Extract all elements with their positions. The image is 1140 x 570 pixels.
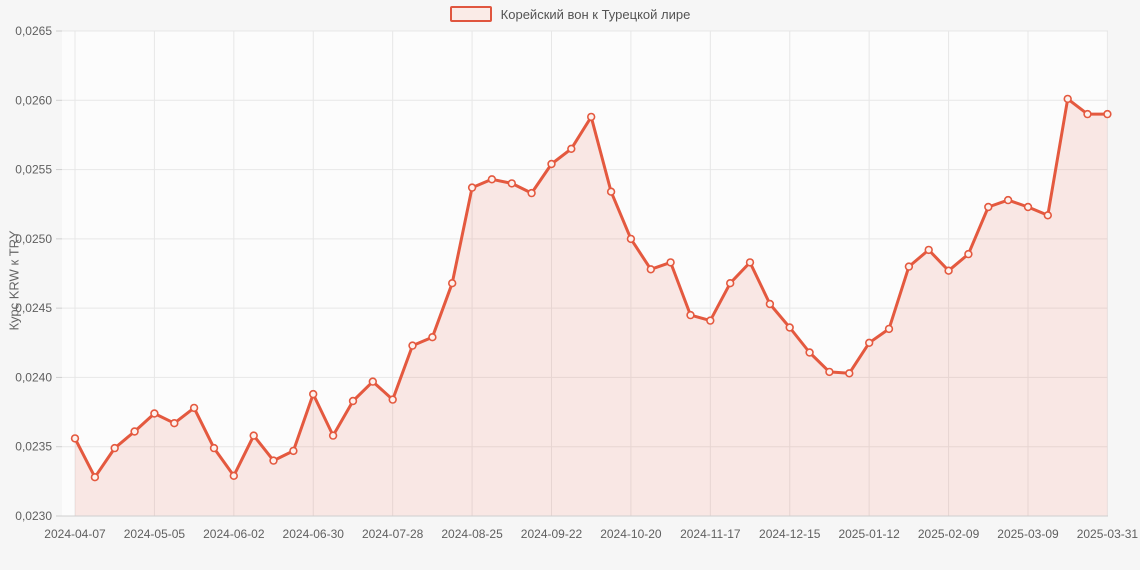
x-tick-label: 2024-07-28 <box>362 527 424 541</box>
data-point[interactable] <box>309 389 318 399</box>
data-point[interactable] <box>567 144 576 154</box>
data-point[interactable] <box>90 473 100 482</box>
data-point[interactable] <box>368 377 377 386</box>
x-tick-label: 2024-08-25 <box>441 527 503 541</box>
data-point[interactable] <box>1023 202 1033 212</box>
x-tick-label: 2024-06-30 <box>283 527 345 541</box>
x-tick-label: 2024-05-05 <box>124 527 186 541</box>
data-point[interactable] <box>765 299 775 309</box>
y-tick-label: 0,0235 <box>15 440 52 454</box>
data-point[interactable] <box>547 159 556 169</box>
data-point[interactable] <box>944 266 953 275</box>
data-point[interactable] <box>864 338 874 347</box>
x-tick-label: 2024-04-07 <box>44 527 106 541</box>
data-point[interactable] <box>388 395 397 404</box>
data-point[interactable] <box>666 258 675 267</box>
y-tick-label: 0,0260 <box>15 93 52 107</box>
x-tick-label: 2025-01-12 <box>838 527 900 541</box>
data-point[interactable] <box>229 471 239 480</box>
x-tick-label: 2024-09-22 <box>521 527 583 541</box>
data-point[interactable] <box>289 446 298 456</box>
legend-swatch-icon <box>449 6 492 22</box>
x-tick-label: 2025-03-31 <box>1077 527 1139 541</box>
data-point[interactable] <box>706 316 715 325</box>
data-point[interactable] <box>626 234 636 244</box>
x-tick-label: 2025-02-09 <box>918 527 980 541</box>
data-point[interactable] <box>785 323 794 332</box>
data-point[interactable] <box>487 175 497 184</box>
x-tick-label: 2024-10-20 <box>600 527 662 541</box>
y-tick-label: 0,0250 <box>15 232 52 246</box>
data-point[interactable] <box>825 367 834 377</box>
data-point[interactable] <box>1103 109 1112 119</box>
data-point[interactable] <box>964 249 973 259</box>
data-point[interactable] <box>448 279 457 288</box>
data-point[interactable] <box>209 443 219 453</box>
legend[interactable]: Корейский вон к Турецкой лире <box>0 6 1140 22</box>
data-point[interactable] <box>1043 211 1053 220</box>
data-point[interactable] <box>507 179 516 188</box>
data-point[interactable] <box>606 187 616 196</box>
data-point[interactable] <box>150 409 159 418</box>
y-tick-label: 0,0255 <box>15 163 52 177</box>
data-point[interactable] <box>1063 94 1072 104</box>
x-tick-label: 2024-12-15 <box>759 527 821 541</box>
data-point[interactable] <box>249 431 258 440</box>
data-point[interactable] <box>1083 109 1092 119</box>
y-tick-label: 0,0240 <box>15 370 52 384</box>
data-point[interactable] <box>884 324 894 334</box>
x-tick-label: 2025-03-09 <box>997 527 1059 541</box>
data-point[interactable] <box>646 265 655 274</box>
data-point[interactable] <box>745 258 755 267</box>
data-point[interactable] <box>70 434 80 443</box>
plot-area <box>62 31 1108 516</box>
series-area-fill <box>75 98 1108 517</box>
x-tick-label: 2024-11-17 <box>680 527 741 541</box>
data-point[interactable] <box>984 202 993 212</box>
data-point[interactable] <box>408 341 417 350</box>
data-point[interactable] <box>904 262 914 271</box>
data-point[interactable] <box>805 348 814 357</box>
x-tick-label: 2024-06-02 <box>203 527 265 541</box>
data-point[interactable] <box>130 427 139 436</box>
y-tick-label: 0,0265 <box>15 24 52 38</box>
data-point[interactable] <box>686 310 695 320</box>
data-point[interactable] <box>924 245 933 255</box>
data-point[interactable] <box>527 188 536 198</box>
data-point[interactable] <box>189 403 199 413</box>
data-point[interactable] <box>269 456 278 465</box>
data-point[interactable] <box>725 279 735 288</box>
data-point[interactable] <box>1003 195 1013 205</box>
y-tick-label: 0,0230 <box>15 509 52 523</box>
data-point[interactable] <box>586 112 596 122</box>
data-point[interactable] <box>467 183 477 192</box>
legend-label: Корейский вон к Турецкой лире <box>500 6 691 22</box>
data-point[interactable] <box>845 369 854 378</box>
data-point[interactable] <box>328 431 338 440</box>
data-point[interactable] <box>428 333 437 342</box>
data-point[interactable] <box>348 396 358 406</box>
y-tick-label: 0,0245 <box>15 301 52 315</box>
data-point[interactable] <box>110 443 119 453</box>
data-point[interactable] <box>170 419 179 428</box>
